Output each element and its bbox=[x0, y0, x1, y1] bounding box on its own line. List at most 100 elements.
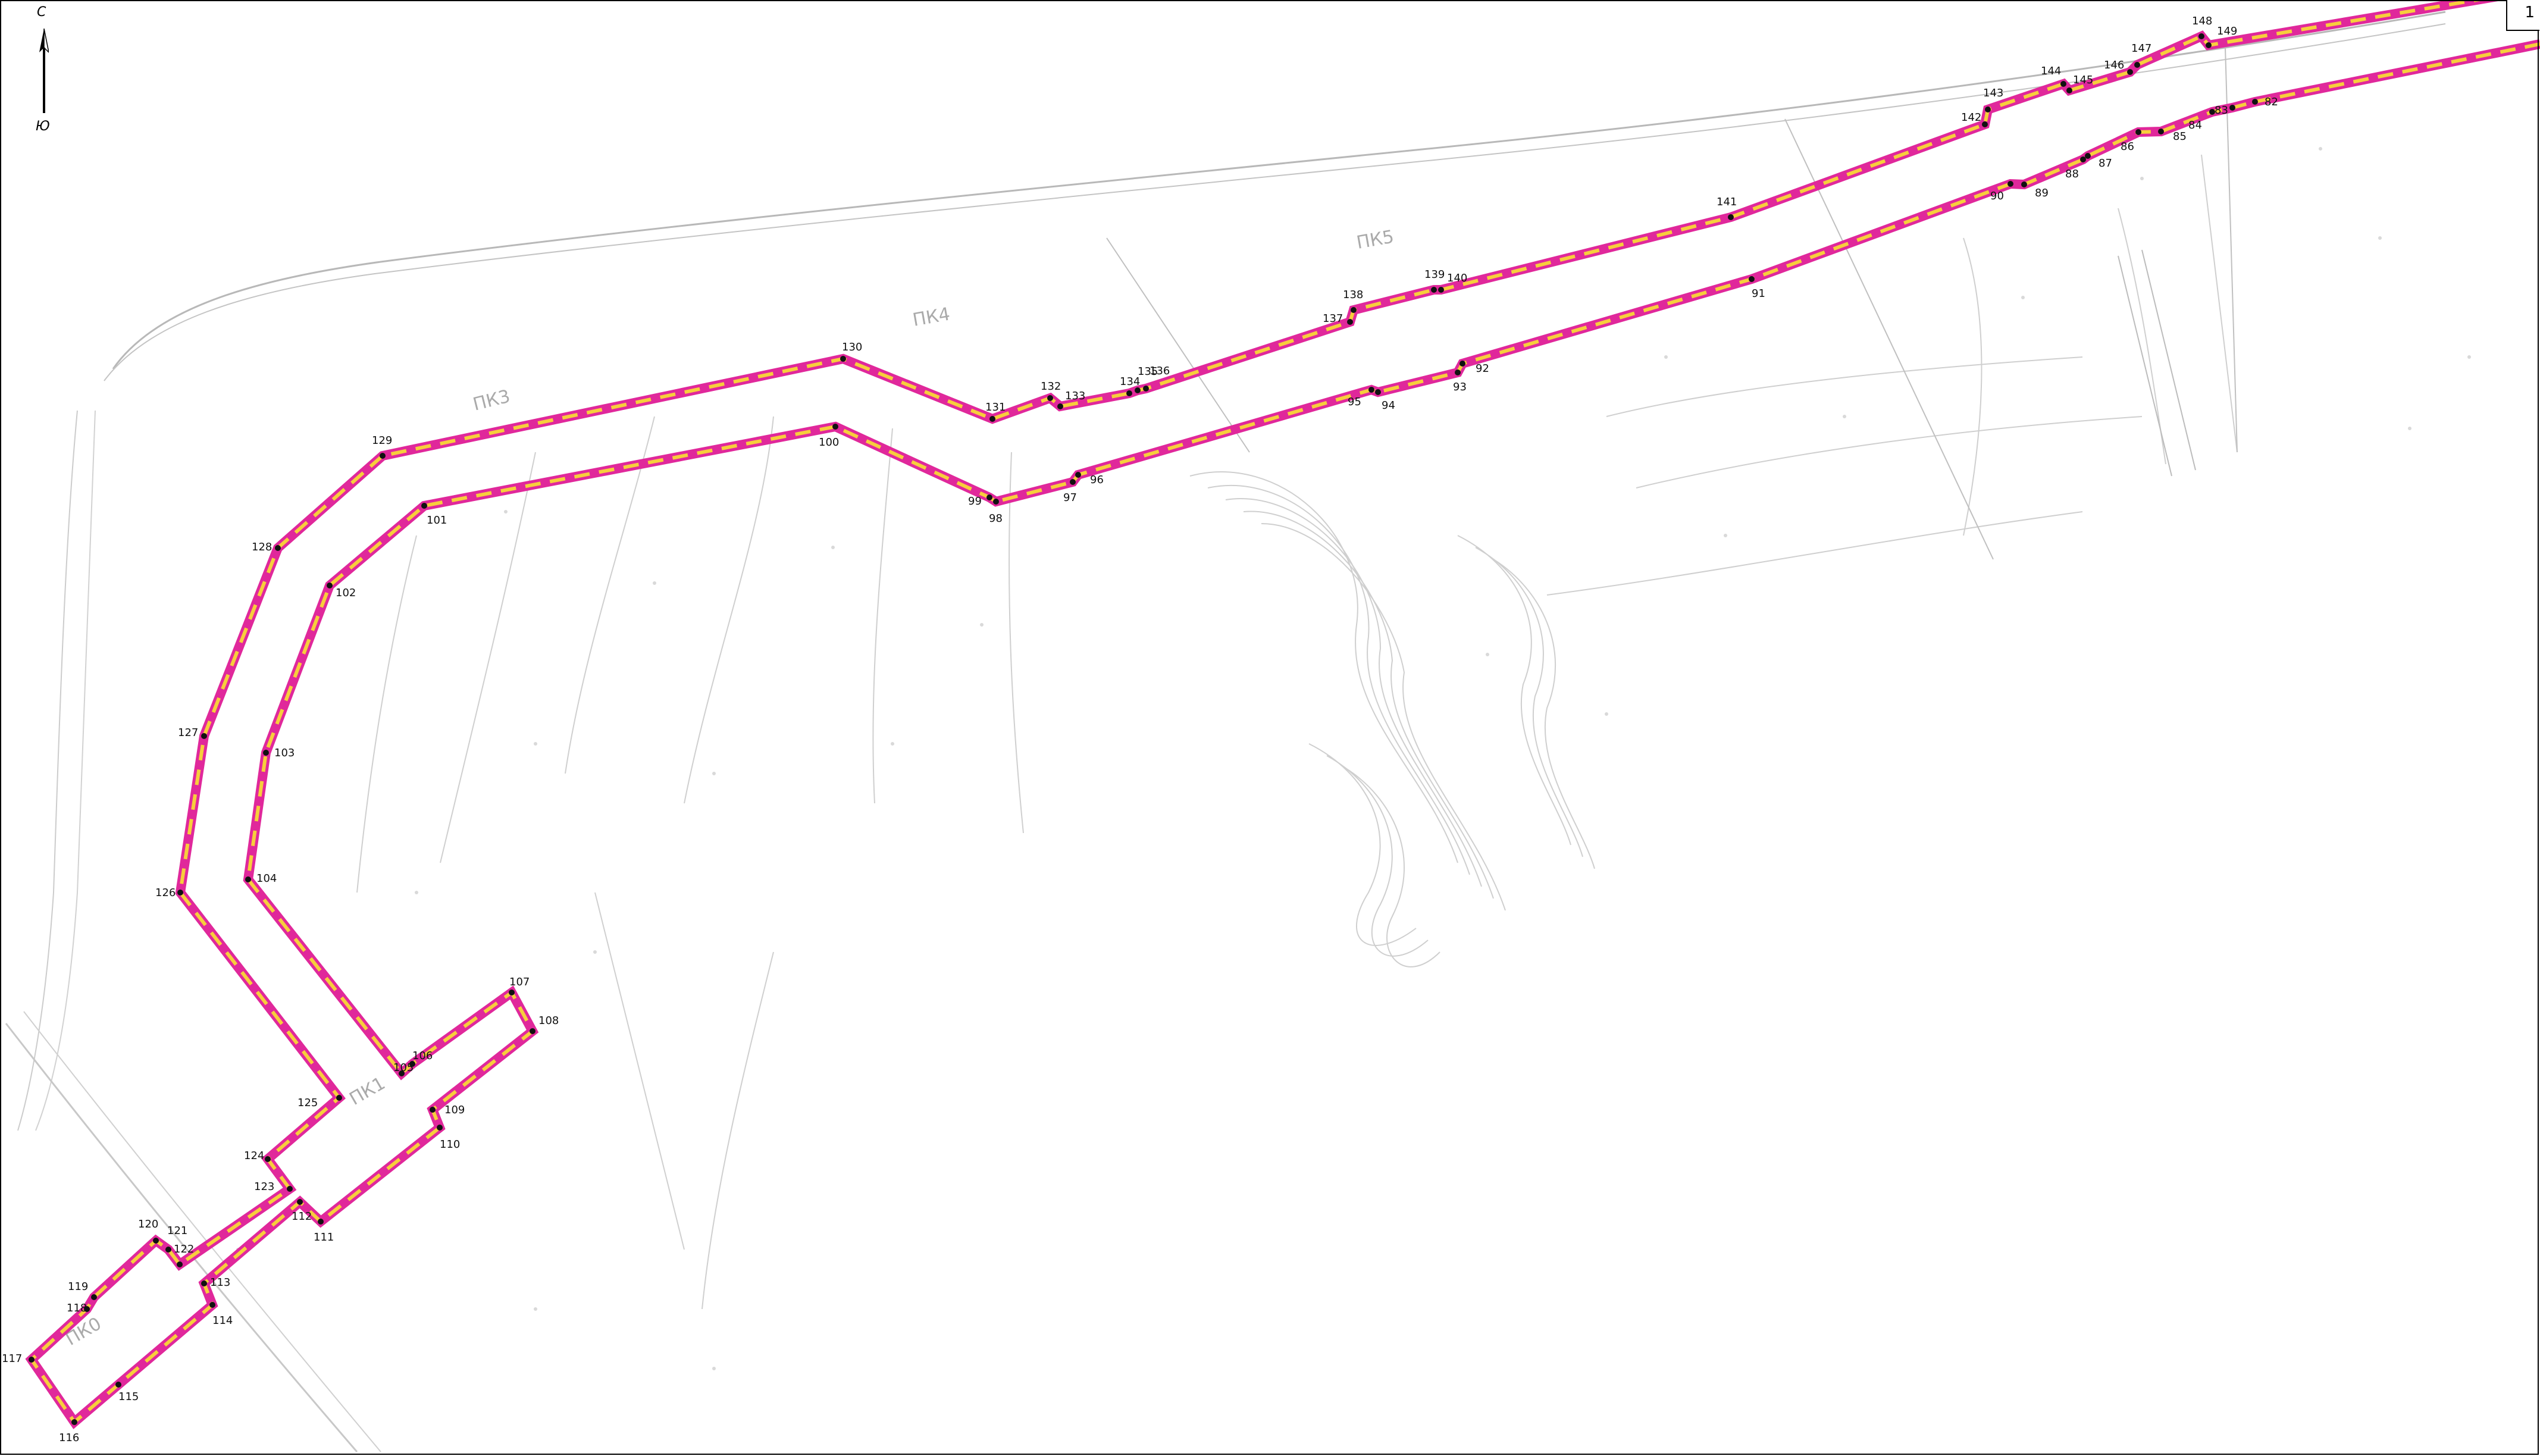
route-point-label: 141 bbox=[1717, 196, 1737, 208]
route-point[interactable] bbox=[287, 1186, 293, 1192]
route-point[interactable] bbox=[1460, 361, 1465, 367]
contour-line bbox=[684, 416, 774, 804]
route-point[interactable] bbox=[1728, 214, 1734, 220]
route-point[interactable] bbox=[265, 1156, 271, 1162]
route-point[interactable] bbox=[177, 1261, 183, 1267]
route-point[interactable] bbox=[245, 876, 251, 882]
route-layer[interactable] bbox=[25, 0, 2540, 1429]
route-point[interactable] bbox=[430, 1107, 436, 1113]
route-point[interactable] bbox=[2252, 99, 2258, 105]
route-point[interactable] bbox=[2007, 181, 2013, 187]
route-point[interactable] bbox=[989, 416, 995, 422]
route-point[interactable] bbox=[1070, 479, 1076, 485]
route-point[interactable] bbox=[84, 1306, 90, 1312]
route-point[interactable] bbox=[832, 424, 838, 430]
north-arrow: С Ю bbox=[31, 5, 55, 136]
route-point[interactable] bbox=[840, 356, 846, 362]
route-point[interactable] bbox=[1982, 121, 1988, 127]
route-point[interactable] bbox=[1438, 287, 1444, 293]
route-point[interactable] bbox=[2060, 81, 2066, 87]
route-point-label: 137 bbox=[1323, 312, 1343, 325]
contour-line bbox=[1636, 416, 2143, 489]
route-point[interactable] bbox=[2158, 129, 2164, 134]
route-point-label: 122 bbox=[174, 1243, 194, 1255]
route-point[interactable] bbox=[1455, 370, 1461, 375]
route-point-label: 84 bbox=[2188, 119, 2202, 131]
route-point[interactable] bbox=[263, 750, 269, 756]
route-fill[interactable] bbox=[29, 0, 2540, 1425]
route-point-label: 86 bbox=[2121, 140, 2134, 153]
route-point[interactable] bbox=[2066, 87, 2072, 93]
route-point-label: 94 bbox=[1382, 399, 1395, 412]
route-point[interactable] bbox=[115, 1382, 121, 1388]
route-point[interactable] bbox=[2021, 181, 2027, 187]
route-point[interactable] bbox=[1368, 387, 1374, 393]
structure-line bbox=[2225, 47, 2238, 453]
route-point[interactable] bbox=[530, 1028, 535, 1034]
route-point[interactable] bbox=[71, 1419, 77, 1425]
route-point[interactable] bbox=[1135, 387, 1141, 393]
route-point[interactable] bbox=[421, 503, 427, 509]
route-point[interactable] bbox=[165, 1247, 171, 1253]
route-point[interactable] bbox=[2134, 62, 2140, 68]
route-point[interactable] bbox=[201, 1280, 207, 1286]
route-point[interactable] bbox=[1375, 389, 1381, 395]
route-point[interactable] bbox=[1047, 395, 1053, 401]
route-point[interactable] bbox=[437, 1125, 443, 1131]
route-point-label: 104 bbox=[256, 872, 277, 885]
contour-line bbox=[701, 951, 774, 1310]
route-point[interactable] bbox=[201, 733, 207, 739]
route-point[interactable] bbox=[1351, 307, 1357, 313]
route-point[interactable] bbox=[1075, 472, 1081, 478]
route-point-label: 98 bbox=[989, 512, 1003, 525]
contour-line bbox=[1243, 511, 1494, 899]
route-point-label: 116 bbox=[59, 1432, 79, 1444]
route-point[interactable] bbox=[297, 1199, 303, 1205]
picket-label: ПК3 bbox=[471, 386, 512, 415]
route-point[interactable] bbox=[336, 1095, 342, 1101]
route-point[interactable] bbox=[1431, 287, 1437, 293]
route-point[interactable] bbox=[399, 1070, 405, 1076]
route-point[interactable] bbox=[1057, 403, 1063, 409]
route-point[interactable] bbox=[2206, 42, 2212, 48]
route-point-label: 120 bbox=[138, 1218, 158, 1230]
picket-label: ПК1 bbox=[346, 1073, 389, 1110]
route-point[interactable] bbox=[2209, 109, 2215, 115]
route-outline[interactable] bbox=[25, 0, 2540, 1429]
route-point[interactable] bbox=[986, 494, 992, 500]
structure-line bbox=[1784, 118, 1994, 560]
route-point[interactable] bbox=[1126, 390, 1132, 396]
route-point[interactable] bbox=[2135, 129, 2141, 135]
route-point[interactable] bbox=[509, 990, 515, 995]
route-point[interactable] bbox=[209, 1302, 215, 1308]
route-point[interactable] bbox=[2080, 156, 2086, 162]
contour-line bbox=[1475, 547, 1583, 857]
route-point[interactable] bbox=[1143, 386, 1149, 392]
route-point[interactable] bbox=[2085, 153, 2091, 159]
route-point[interactable] bbox=[91, 1294, 97, 1300]
route-point-label: 97 bbox=[1063, 491, 1077, 504]
route-point-label: 126 bbox=[155, 887, 176, 899]
route-point[interactable] bbox=[1985, 107, 1991, 112]
route-point[interactable] bbox=[327, 583, 333, 588]
contour-line bbox=[1344, 767, 1440, 967]
route-point[interactable] bbox=[2229, 105, 2235, 111]
route-point[interactable] bbox=[380, 453, 386, 459]
route-point[interactable] bbox=[153, 1238, 159, 1244]
route-point[interactable] bbox=[177, 890, 183, 895]
route-point[interactable] bbox=[409, 1061, 415, 1067]
route-point-label: 139 bbox=[1424, 268, 1445, 281]
route-point[interactable] bbox=[2198, 33, 2204, 39]
route-point[interactable] bbox=[318, 1219, 324, 1225]
route-point[interactable] bbox=[1347, 319, 1353, 325]
route-point[interactable] bbox=[1749, 276, 1755, 282]
route-point[interactable] bbox=[2127, 69, 2133, 75]
route-point-label: 144 bbox=[2041, 65, 2061, 77]
route-point-label: 102 bbox=[336, 587, 356, 599]
route-point[interactable] bbox=[29, 1357, 35, 1363]
route-point[interactable] bbox=[993, 499, 999, 505]
route-point-label: 109 bbox=[444, 1104, 465, 1116]
route-point[interactable] bbox=[275, 545, 281, 551]
